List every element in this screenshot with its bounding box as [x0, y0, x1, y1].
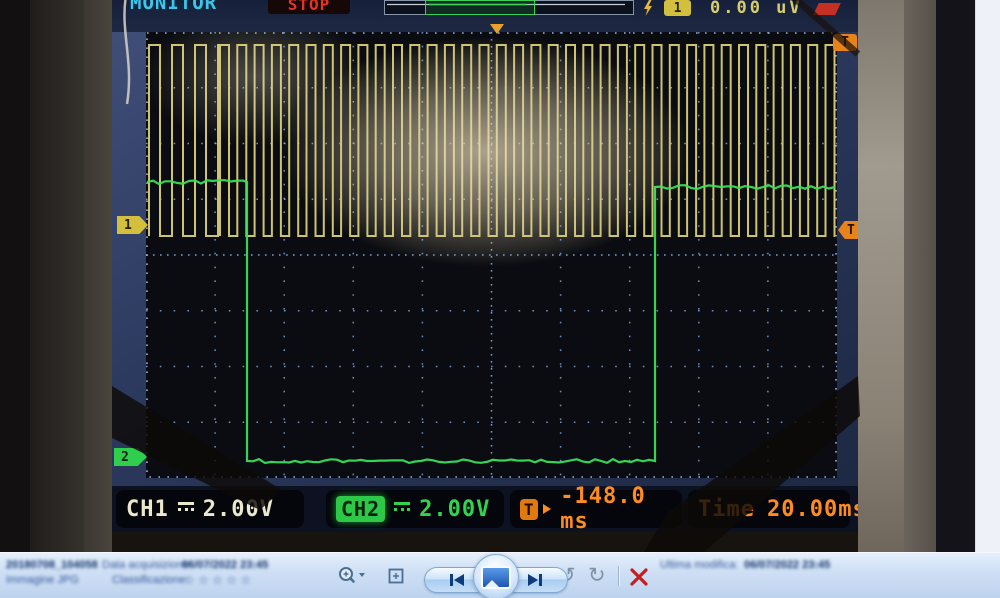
photo-of-oscilloscope: MONITOR STOP 1 0.00 uV [0, 0, 1000, 552]
rating-label: Classificazione: [112, 574, 189, 586]
ch2-label: CH2 [336, 496, 386, 522]
timebase-value: 20.00ms [766, 496, 858, 522]
blurred-file-info: 20180708_104058 Data acquisizione: 06/07… [0, 553, 1000, 598]
waveform-svg [146, 32, 837, 478]
viewer-background-strip [975, 0, 1000, 552]
ch1-readout: CH1 2.00V [116, 490, 304, 528]
photo-viewer-bottom-bar: 20180708_104058 Data acquisizione: 06/07… [0, 552, 1000, 598]
ch1-label: CH1 [126, 496, 169, 522]
run-state-label: STOP [287, 0, 331, 14]
toolbar-divider [618, 566, 620, 586]
bezel-right-light [858, 0, 904, 552]
rotate-clockwise-button[interactable]: ↻ [588, 563, 606, 587]
scope-display [146, 32, 837, 478]
trigger-arrow-icon [543, 504, 552, 514]
ch2-readout: CH2 2.00V [326, 490, 504, 528]
scope-bottom-status-bar: CH1 2.00V CH2 2.00V T -148.0 ms Time 20.… [112, 484, 858, 532]
previous-icon [450, 574, 464, 586]
modified-label: Ultima modifica: [660, 559, 739, 571]
trigger-bolt-icon [642, 0, 654, 17]
bezel-left-dark [0, 0, 30, 552]
acquired-value: 06/07/2022 23:45 [182, 559, 269, 571]
file-name: 20180708_104058 [6, 559, 98, 571]
modified-value: 06/07/2022 23:45 [744, 559, 831, 571]
rating-stars[interactable]: ☆ ☆ ☆ ☆ ☆ [184, 573, 252, 587]
trigger-t-icon: T [520, 498, 539, 520]
run-state-box: STOP [268, 0, 350, 14]
preview-view-window [425, 0, 535, 15]
bezel-left-light [84, 0, 112, 552]
oscilloscope-screen: MONITOR STOP 1 0.00 uV [112, 0, 858, 532]
scope-top-status-bar: MONITOR STOP 1 0.00 uV [112, 0, 858, 32]
trigger-level-readout: 0.00 uV [710, 0, 803, 18]
delete-button[interactable] [628, 566, 650, 593]
trigger-position-marker: T [833, 34, 857, 51]
dc-coupling-icon [177, 502, 194, 516]
red-flag-marker [813, 3, 841, 15]
timebase-readout: Time 20.00ms [688, 490, 858, 528]
ch1-scale: 2.00V [202, 496, 274, 522]
zoom-button[interactable] [336, 565, 368, 592]
trigger-source-badge: 1 [664, 0, 691, 16]
bezel-right-mid [904, 0, 936, 552]
acquired-label: Data acquisizione: [102, 559, 192, 571]
trigger-level-marker: T [838, 221, 858, 239]
trigger-delay-value: -148.0 ms [560, 484, 646, 532]
ch2-scale: 2.00V [419, 496, 491, 522]
trigger-delay-readout: T -148.0 ms [510, 484, 682, 532]
bezel-right-dark [936, 0, 975, 552]
delete-x-icon [630, 568, 648, 586]
actual-size-button[interactable] [386, 566, 406, 591]
preview-waveform [387, 3, 625, 6]
scope-title: MONITOR [130, 0, 218, 14]
file-type: Immagine JPG [6, 574, 79, 586]
waveform-preview-bar [384, 0, 634, 15]
channel2-ground-marker: 2 [114, 448, 147, 466]
next-icon [528, 574, 542, 586]
horizontal-position-marker [490, 24, 504, 34]
bezel-left-mid [30, 0, 84, 552]
slideshow-picture-icon [481, 565, 511, 589]
slideshow-button[interactable] [473, 554, 519, 598]
dc-coupling-icon [394, 502, 411, 516]
timebase-label: Time [698, 496, 755, 522]
channel1-ground-marker: 1 [117, 216, 148, 234]
